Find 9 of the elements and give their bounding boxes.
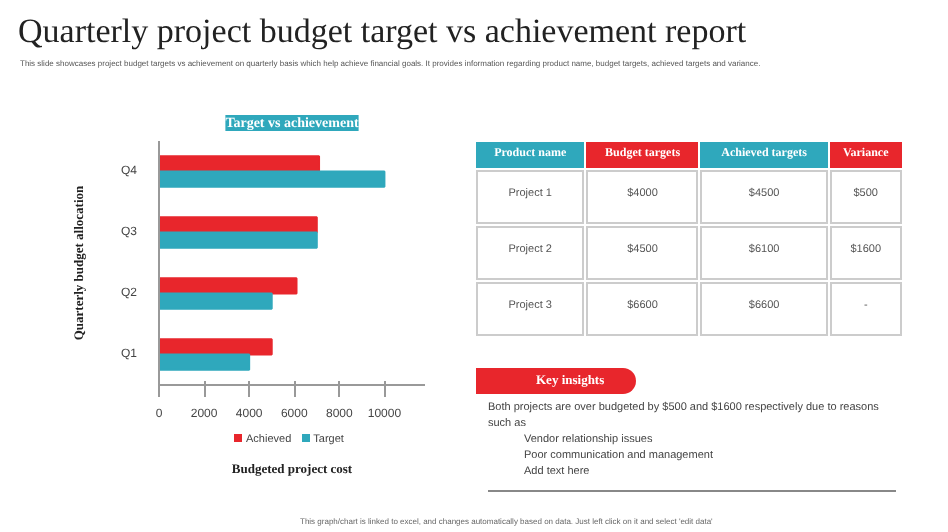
bar — [159, 292, 273, 310]
bar — [159, 155, 321, 173]
bar — [159, 231, 318, 249]
text: Quarterly project budget target vs achievement report — [18, 10, 747, 54]
bar — [159, 277, 298, 295]
bar — [159, 353, 251, 371]
bar — [159, 338, 273, 356]
bar — [159, 170, 386, 188]
bar — [159, 216, 318, 234]
